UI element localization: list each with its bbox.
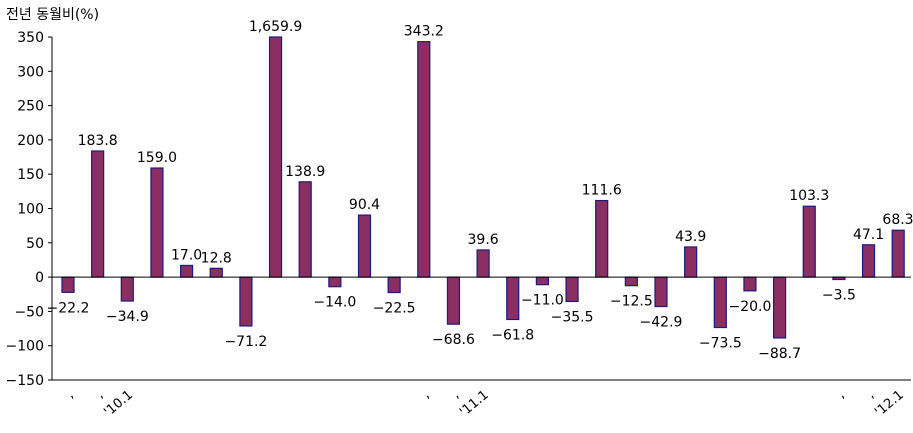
bar: [446, 276, 461, 325]
bar: [357, 214, 372, 278]
bar: [61, 276, 75, 293]
bar: [861, 244, 876, 278]
bar: [624, 276, 638, 287]
data-label: −73.5: [699, 336, 742, 352]
y-tick-label: 50: [26, 236, 44, 252]
bar: [120, 276, 134, 302]
data-label: 111.6: [582, 183, 622, 199]
data-label: −3.5: [822, 288, 856, 304]
bar: [91, 150, 105, 278]
y-tick-label: −50: [14, 304, 44, 320]
bar: [565, 276, 579, 303]
data-label: 183.8: [78, 133, 118, 149]
data-label: −34.9: [106, 309, 149, 325]
bar: [802, 205, 816, 278]
data-label: −71.2: [224, 334, 267, 350]
x-tick-label: ,: [64, 388, 77, 402]
x-tick-label: ,: [420, 388, 433, 402]
data-label: −14.0: [313, 295, 356, 311]
data-label: −42.9: [640, 315, 683, 331]
data-label: −12.5: [610, 294, 653, 310]
data-label: −20.0: [728, 299, 771, 315]
bar: [535, 276, 550, 286]
data-label: 103.3: [789, 188, 829, 204]
y-tick-label: 200: [17, 133, 44, 149]
bar: [654, 276, 668, 308]
data-label: 12.8: [201, 250, 232, 266]
x-tick-label: '10.1: [101, 388, 136, 420]
bar: [595, 199, 609, 278]
data-label: 1,659.9: [249, 19, 302, 35]
y-axis-title: 전년 동월비(%): [6, 7, 100, 23]
bar: [180, 264, 194, 278]
data-label: 47.1: [853, 227, 884, 243]
bar: [506, 276, 520, 321]
data-label: 68.3: [882, 212, 913, 228]
bar: [713, 276, 727, 329]
data-label: 343.2: [404, 24, 444, 40]
bar: [743, 276, 757, 292]
bar: [298, 181, 312, 278]
data-label: 138.9: [285, 164, 325, 180]
data-label: −22.2: [47, 300, 90, 316]
data-label: −22.5: [373, 301, 416, 317]
y-tick-label: 150: [17, 167, 44, 183]
bar: [328, 276, 342, 288]
data-label: −11.0: [521, 293, 564, 309]
data-label: 43.9: [675, 229, 706, 245]
bar: [772, 276, 787, 339]
x-tick-label: '11.1: [457, 388, 492, 420]
bar: [476, 249, 490, 278]
data-label: 17.0: [171, 247, 202, 263]
y-tick-label: −100: [6, 339, 44, 355]
data-label: 159.0: [137, 150, 177, 166]
y-tick-label: 100: [17, 202, 44, 218]
data-label: 39.6: [468, 232, 499, 248]
data-label: −61.8: [491, 327, 534, 343]
bar: [417, 41, 431, 278]
bar: [268, 36, 283, 278]
data-label: −88.7: [758, 346, 801, 362]
bar: [684, 246, 698, 278]
bar: [239, 276, 253, 327]
bar: [387, 276, 401, 294]
data-label: −35.5: [551, 309, 594, 325]
bar: [150, 167, 164, 278]
bar: [891, 229, 905, 278]
y-tick-label: −150: [6, 373, 44, 389]
x-tick-label: ,: [93, 388, 106, 402]
bar: [209, 267, 223, 278]
y-tick-label: 250: [17, 99, 44, 115]
x-tick-label: ,: [835, 388, 848, 402]
x-tick-label: ,: [864, 388, 877, 402]
y-tick-label: 350: [17, 30, 44, 46]
y-tick-label: 300: [17, 64, 44, 80]
data-label: −68.6: [432, 332, 475, 348]
data-label: 90.4: [349, 197, 380, 213]
x-tick-label: '12.1: [872, 388, 907, 420]
x-tick-label: ,: [449, 388, 462, 402]
y-tick-label: 0: [35, 270, 44, 286]
